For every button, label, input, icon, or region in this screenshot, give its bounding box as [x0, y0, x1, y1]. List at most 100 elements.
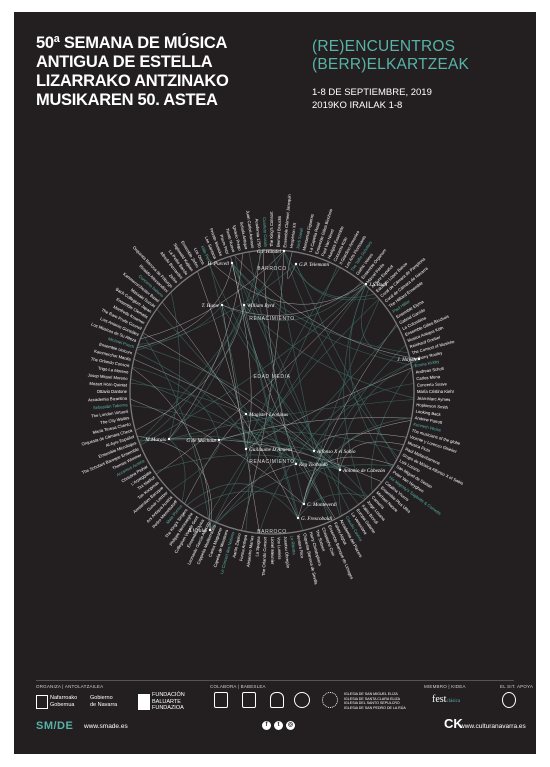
smde-logo[interactable]: SM/DE: [36, 720, 74, 732]
composer-label-hume: T. Hume: [202, 303, 220, 309]
connection-line: [337, 420, 412, 471]
ensemble-label: Anthony Rooley: [413, 350, 444, 362]
subtitle-line-2: (BERR)ELKARTZEAK: [312, 56, 470, 73]
connection-line: [231, 262, 409, 354]
connection-line: [234, 254, 299, 519]
composer-node-telemann: [294, 262, 298, 266]
ensemble-label: Vox Luminis: [276, 537, 282, 560]
outer-ring: [129, 249, 415, 535]
connections-diagram: BARROCO RENACIMIENTO EDAD MEDIA RENACIMIENT…: [81, 193, 465, 585]
connection-line: [140, 283, 367, 446]
connection-line: [215, 463, 297, 523]
ensemble-label: Josetxu Obregón: [283, 536, 291, 569]
connection-line: [209, 464, 394, 531]
connection-line: [221, 282, 363, 316]
twitter-icon[interactable]: t: [274, 721, 283, 730]
festival-dates: 1-8 DE SEPTIEMBRE, 2019 2019KO IRAILAK 1…: [312, 86, 432, 112]
cultura-navarra-logo[interactable]: CK: [444, 716, 463, 731]
connection-line: [245, 298, 380, 450]
era-label-edad-media: EDAD MEDIA: [253, 374, 290, 380]
ensemble-label: Andreas Scholl: [415, 366, 444, 375]
ensemble-label: Aarón Zapico: [231, 532, 242, 558]
baluarte-text-2: BALUARTE: [152, 698, 181, 705]
ensemble-label: Sebastián Taberna: [93, 402, 129, 410]
ensemble-label: La Ritirata: [289, 535, 297, 555]
baluarte-b-icon: [138, 694, 150, 710]
ensemble-label: Academia 1750: [254, 218, 262, 248]
composer-label-alfonso: Alfonso X el Sabio: [316, 448, 356, 455]
title-line-4: MUSIKAREN 50. ASTEA: [36, 91, 218, 109]
connection-line: [168, 438, 383, 483]
navarra-text-4: de Navarra: [90, 701, 118, 708]
ensemble-label: Jordi Savall: [295, 227, 304, 249]
ensemble-label: La Spagna: [254, 535, 261, 556]
composer-label-cabezon: Antonio de Cabezón: [342, 468, 385, 474]
composer-label-vivaldi: A.Vivaldi: [187, 528, 208, 534]
connection-line: [168, 250, 263, 440]
era-label-barroco-bottom: BARROCO: [257, 529, 286, 535]
label-colabora: COLABORA | BABESLEA: [210, 684, 266, 689]
connection-line: [209, 325, 398, 531]
connection-line: [283, 250, 375, 298]
instagram-icon[interactable]: ◎: [286, 721, 295, 730]
baluarte-logo[interactable]: FUNDACIÓN BALUARTE FUNDAZIOA: [152, 692, 185, 712]
poster: 50ª SEMANA DE MÚSICA ANTIGUA DE ESTELLA …: [14, 12, 536, 754]
ensemble-label: Looking Back: [415, 409, 441, 417]
connection-line: [241, 250, 285, 531]
ensemble-label: Mozart Horn Quintet: [89, 381, 128, 388]
connection-line: [136, 435, 212, 531]
festclasica-text-2: clásica: [446, 699, 461, 704]
subtitle-line-1: (RE)ENCUENTROS: [312, 38, 456, 55]
baluarte-text-3: FUNDAZIOA: [152, 705, 184, 711]
estella-town-icon: [242, 692, 256, 708]
connection-line: [231, 262, 412, 366]
era-label-renacimiento-bottom: RENACIMIENTO: [249, 459, 294, 465]
connection-line: [154, 454, 341, 473]
connection-line: [370, 358, 420, 493]
composer-label-frescobaldi: G. Frescobaldi: [301, 516, 333, 522]
navarra-logo[interactable]: Nafarroako Gobernua: [50, 695, 77, 708]
connection-line: [139, 304, 245, 444]
label-patrocina: EL SIT. APOYA: [500, 684, 534, 689]
composer-label-purcell: H. Purcell: [207, 261, 230, 267]
ensemble-label: Hopkinson Smith: [416, 402, 449, 410]
church-3: IGLESIA DEL SANTO SEPULCRO: [344, 701, 400, 706]
connection-line: [212, 263, 367, 305]
composer-label-marais: M.Marais: [144, 437, 166, 443]
cultura-url[interactable]: www.culturanavarra.es: [460, 723, 526, 730]
connection-line: [209, 264, 247, 450]
connection-line: [295, 460, 330, 522]
connection-line: [130, 398, 305, 505]
ensemble-label: Andrew Parrott: [414, 415, 443, 425]
composer-node-reg: [294, 462, 298, 466]
connection-line: [142, 333, 211, 531]
connection-line: [138, 304, 223, 345]
connection-line: [338, 358, 420, 516]
label-miembro: MIEMBRO | KIDEA: [424, 684, 466, 689]
ensemble-label: Kenneth Weiss: [413, 421, 442, 432]
estella-shield-icon: [214, 692, 228, 708]
ensemble-label: The City Waites: [100, 415, 130, 425]
sponsor-seal-icon: [502, 692, 516, 708]
facebook-icon[interactable]: f: [262, 721, 271, 730]
composer-node-handel: [282, 249, 286, 253]
connection-line: [245, 267, 341, 450]
navarra-logo-es[interactable]: Gobierno de Navarra: [90, 695, 117, 708]
festclasica-logo[interactable]: festclásica: [432, 694, 460, 707]
connection-line: [245, 413, 251, 532]
festclasica-text: fest: [432, 694, 447, 705]
connection-line: [161, 301, 299, 519]
navarra-shield-icon: [36, 695, 48, 709]
connection-line: [209, 265, 338, 531]
navarra-text-1: Nafarroako: [50, 695, 78, 701]
ayuntamiento-icon: [294, 692, 310, 708]
ensemble-label: Zefiro: [168, 273, 179, 285]
ensemble-label: Emma Kirkby: [414, 359, 440, 369]
ensemble-label: Josep Miquel Moreno: [88, 373, 129, 382]
era-label-renacimiento-top: RENACIMIENTO: [249, 316, 294, 322]
composer-label-handel: G.F.Händel: [257, 249, 282, 255]
composer-node-cabezon: [338, 468, 342, 472]
connection-line: [339, 441, 404, 471]
ensemble-label: The London Virtuosi: [91, 409, 129, 419]
smde-url[interactable]: www.smade.es: [84, 723, 128, 730]
